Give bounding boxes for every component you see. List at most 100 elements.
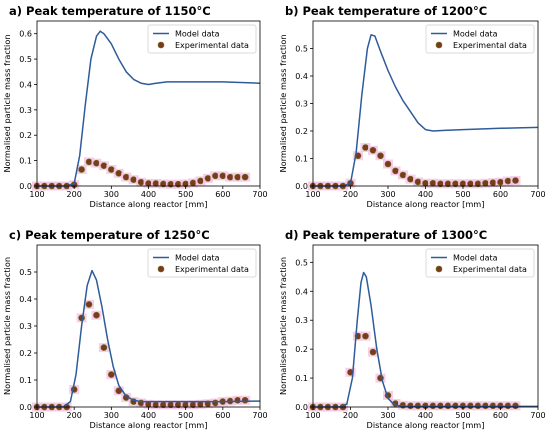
experimental-point: [212, 172, 219, 180]
experimental-point: [422, 179, 429, 187]
experimental-point: [369, 146, 377, 154]
experimental-point: [108, 371, 115, 378]
y-axis-label: Normalised particle mass fraction: [278, 34, 288, 172]
x-axis-label: Distance along reactor [mm]: [90, 199, 208, 209]
y-tick-label: 0.5: [19, 55, 32, 64]
x-tick-label: 300: [380, 411, 395, 420]
x-axis-label: Distance along reactor [mm]: [367, 199, 485, 209]
y-tick-label: 0.3: [295, 100, 308, 109]
y-tick-label: 0.1: [295, 155, 308, 164]
y-tick-label: 0.5: [295, 45, 308, 54]
legend-box: [147, 248, 257, 278]
experimental-point: [429, 179, 437, 187]
experimental-point: [130, 176, 137, 183]
y-axis-label: Normalised particle mass fraction: [2, 34, 12, 172]
x-tick-label: 100: [305, 190, 320, 199]
y-axis-label: Normalised particle mass fraction: [278, 257, 288, 395]
experimental-series: [308, 331, 521, 412]
chart-panel-3: c) Peak temperature of 1250°C 100 200 300 40…: [2, 228, 268, 430]
x-tick-label: 100: [29, 190, 44, 199]
y-tick-label: 0.4: [295, 287, 308, 296]
legend-label-experimental: Experimental data: [453, 41, 527, 50]
x-tick-label: 300: [104, 190, 119, 199]
experimental-point: [93, 311, 100, 319]
x-axis-label: Distance along reactor [mm]: [367, 420, 485, 430]
experimental-point: [399, 171, 407, 179]
experimental-point: [414, 178, 422, 186]
experimental-point: [377, 152, 384, 160]
y-tick-label: 0.2: [19, 349, 32, 358]
x-tick-label: 600: [215, 411, 230, 420]
x-tick-label: 200: [67, 411, 82, 420]
experimental-point: [504, 177, 512, 185]
y-tick-label: 0.1: [295, 374, 308, 383]
y-tick-label: 0.4: [295, 72, 308, 81]
experimental-point: [234, 396, 241, 404]
x-tick-label: 200: [67, 190, 82, 199]
experimental-series: [308, 143, 521, 191]
experimental-point: [512, 177, 519, 184]
experimental-point: [85, 301, 93, 308]
legend: Model data Experimental data: [425, 24, 535, 54]
x-tick-label: 200: [343, 190, 358, 199]
experimental-point: [152, 180, 160, 187]
experimental-point: [204, 175, 212, 182]
x-tick-label: 700: [252, 190, 267, 199]
x-tick-label: 300: [380, 190, 395, 199]
legend-label-model: Model data: [175, 30, 220, 39]
experimental-point: [226, 173, 234, 181]
x-tick-label: 600: [493, 411, 508, 420]
experimental-point: [145, 180, 152, 187]
y-tick-label: 0.2: [295, 127, 308, 136]
x-tick-label: 600: [493, 190, 508, 199]
legend-box: [147, 24, 257, 54]
x-tick-label: 200: [343, 411, 358, 420]
chart-title: c) Peak temperature of 1250°C: [9, 228, 210, 242]
y-tick-label: 0.4: [19, 295, 32, 304]
y-tick-label: 0.1: [19, 376, 32, 385]
experimental-point: [369, 348, 377, 356]
legend-marker-swatch: [157, 41, 165, 49]
experimental-point: [241, 396, 249, 404]
legend: Model data Experimental data: [147, 24, 257, 54]
legend-label-experimental: Experimental data: [175, 41, 249, 50]
experimental-point: [219, 172, 227, 180]
y-tick-label: 0.2: [295, 345, 308, 354]
x-axis-label: Distance along reactor [mm]: [90, 420, 208, 430]
legend: Model data Experimental data: [425, 248, 535, 278]
x-tick-label: 400: [418, 190, 433, 199]
experimental-point: [197, 177, 204, 185]
chart-panel-2: b) Peak temperature of 1200°C 100 200 300 40…: [278, 4, 546, 209]
chart-title: a) Peak temperature of 1150°C: [9, 4, 211, 18]
x-tick-label: 400: [418, 411, 433, 420]
experimental-point: [384, 160, 392, 168]
y-tick-label: 0.5: [295, 258, 308, 267]
experimental-point: [234, 173, 241, 181]
experimental-series: [32, 299, 251, 412]
x-tick-label: 700: [530, 411, 545, 420]
legend-marker-swatch: [435, 41, 443, 49]
x-tick-label: 500: [455, 411, 470, 420]
experimental-point: [78, 166, 85, 173]
x-tick-label: 300: [104, 411, 119, 420]
x-tick-label: 100: [29, 411, 44, 420]
y-tick-label: 0.1: [19, 157, 32, 166]
y-tick-label: 0.6: [19, 30, 32, 39]
model-line: [37, 269, 261, 408]
experimental-point: [189, 179, 197, 187]
y-tick-label: 0.3: [19, 322, 32, 331]
legend-label-model: Model data: [453, 30, 498, 39]
legend-box: [425, 248, 535, 278]
legend-box: [425, 24, 535, 54]
chart-panel-4: d) Peak temperature of 1300°C 100 200 300 40…: [278, 228, 546, 430]
legend-label-model: Model data: [175, 254, 220, 263]
y-tick-label: 0.2: [19, 131, 32, 140]
chart-panel-1: a) Peak temperature of 1150°C 100 200 300 40…: [2, 4, 268, 209]
experimental-point: [482, 179, 489, 187]
experimental-point: [85, 158, 93, 166]
model-line: [37, 30, 261, 187]
x-tick-label: 400: [141, 411, 156, 420]
experimental-point: [122, 173, 130, 181]
experimental-point: [497, 178, 504, 186]
experimental-point: [241, 173, 249, 181]
